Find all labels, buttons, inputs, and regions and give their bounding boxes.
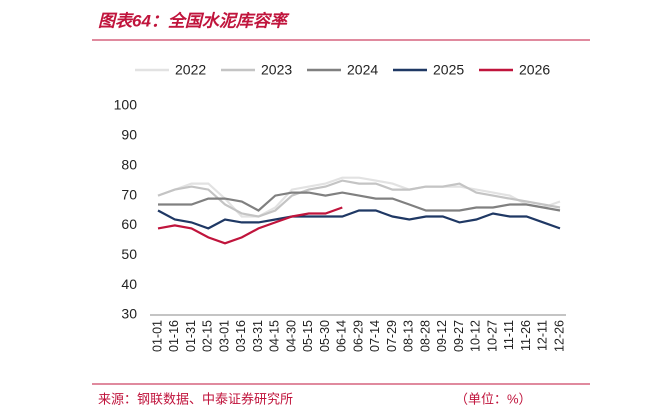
source: 来源：钢联数据、中泰证券研究所 [98, 391, 293, 406]
series-line [158, 191, 561, 212]
x-tick-label: 04-30 [284, 320, 298, 352]
legend-label: 2022 [175, 62, 206, 78]
y-tick-label: 40 [121, 276, 137, 292]
y-tick-label: 70 [121, 186, 137, 202]
y-tick-label: 60 [121, 216, 137, 232]
x-tick-label: 10-27 [485, 320, 499, 352]
series-line [157, 209, 561, 230]
x-tick-label: 10-12 [469, 320, 483, 352]
x-tick-label: 09-12 [435, 320, 449, 352]
y-tick-label: 100 [114, 97, 138, 113]
series-line [157, 206, 343, 245]
x-tick-label: 05-30 [318, 320, 332, 352]
legend-label: 2025 [433, 62, 464, 78]
x-tick-label: 06-29 [351, 320, 365, 352]
y-tick-label: 90 [121, 127, 137, 143]
legend-label: 2026 [519, 62, 550, 78]
x-tick-label: 09-27 [452, 320, 466, 352]
x-tick-label: 07-29 [385, 320, 399, 352]
y-tick-label: 80 [121, 156, 137, 172]
x-tick-label: 03-31 [251, 320, 265, 352]
x-tick-label: 06-14 [335, 320, 349, 352]
chart-title: 图表64：全国水泥库容率 [98, 11, 290, 30]
x-tick-label: 11-11 [502, 320, 516, 350]
x-tick-label: 03-16 [234, 320, 248, 352]
x-tick-label: 01-31 [184, 320, 198, 352]
x-tick-label: 03-01 [217, 320, 231, 352]
series-line [157, 179, 561, 218]
x-tick-label: 12-11 [536, 320, 550, 351]
x-tick-label: 01-16 [167, 320, 181, 352]
x-tick-label: 12-26 [552, 320, 566, 352]
x-tick-label: 05-15 [301, 320, 315, 352]
legend-label: 2024 [347, 62, 378, 78]
x-tick-label: 04-15 [268, 320, 282, 352]
y-tick-label: 30 [121, 306, 137, 322]
x-tick-label: 08-13 [402, 320, 416, 352]
unit: （单位：%） [455, 391, 532, 406]
x-tick-label: 07-14 [368, 320, 382, 352]
x-tick-label: 01-01 [150, 320, 164, 352]
x-tick-label: 11-26 [519, 320, 533, 351]
legend-label: 2023 [261, 62, 292, 78]
x-tick-label: 08-28 [418, 320, 432, 352]
y-tick-label: 50 [121, 246, 137, 262]
x-tick-label: 02-15 [201, 320, 215, 352]
